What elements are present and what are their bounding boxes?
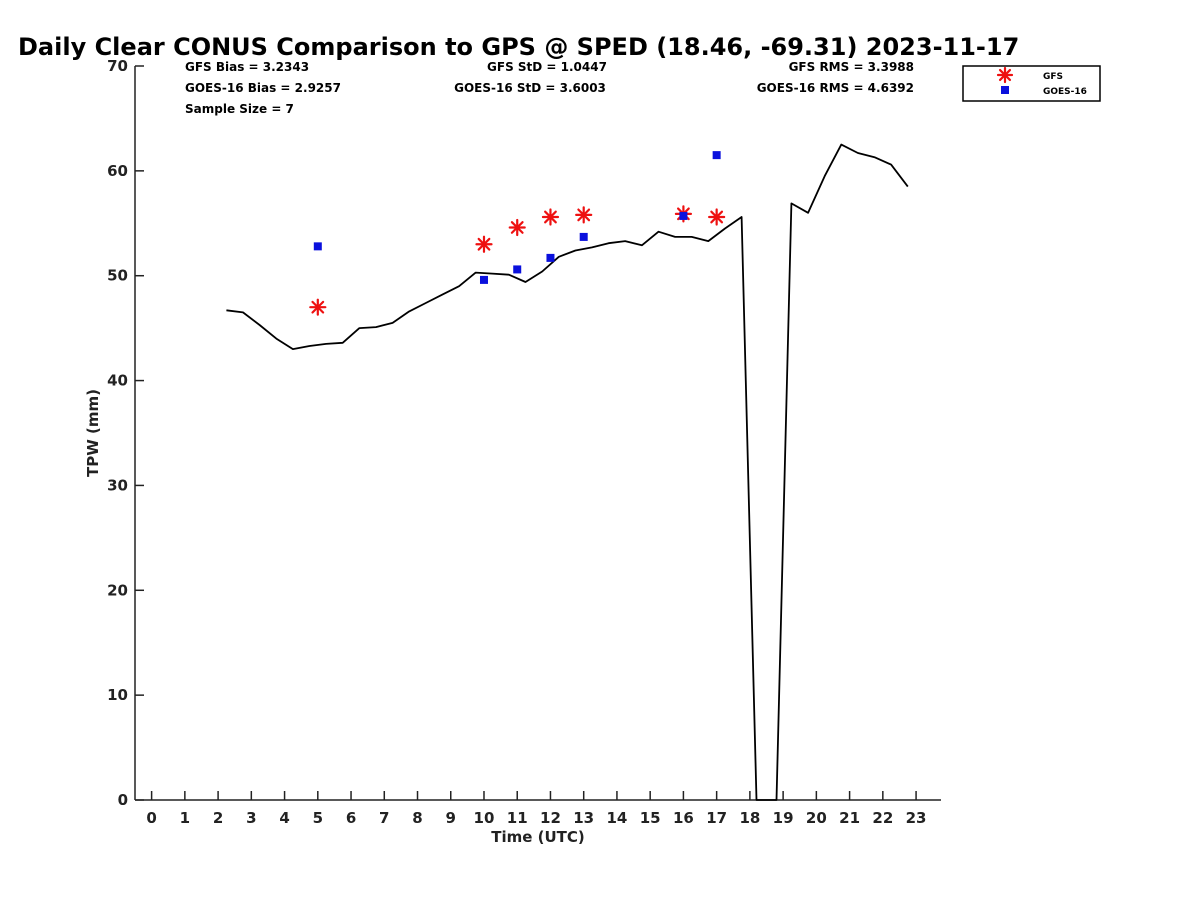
legend-box [962,65,1101,102]
goes-bias-text: GOES-16 Bias = 2.9257 [185,81,341,95]
x-tick-label: 7 [379,809,389,827]
x-tick-label: 17 [706,809,727,827]
x-ticks: 0 1 2 3 4 5 6 7 8 9 10 11 12 13 14 15 16 17 18 19 20 21 22 23 [146,791,927,827]
sample-size-text: Sample Size = 7 [185,102,294,116]
x-tick-label: 9 [446,809,456,827]
x-tick-label: 1 [180,809,190,827]
legend-goes-marker [1001,86,1009,94]
x-tick-label: 3 [246,809,256,827]
gfs-point [575,206,593,224]
y-tick-label: 20 [107,581,128,599]
goes-point [712,151,721,160]
goes-point [513,265,522,274]
y-tick-label: 30 [107,476,128,494]
gfs-std-text: GFS StD = 1.0447 [487,60,607,74]
x-tick-label: 19 [773,809,794,827]
x-tick-label: 21 [839,809,860,827]
x-tick-label: 18 [739,809,760,827]
goes-point [313,242,322,251]
x-tick-label: 4 [279,809,289,827]
x-tick-label: 13 [573,809,594,827]
legend-goes-label: GOES-16 [1043,87,1087,97]
x-tick-label: 16 [673,809,694,827]
x-tick-label: 0 [146,809,156,827]
gfs-point [508,218,526,237]
x-axis-label: Time (UTC) [491,828,585,846]
y-tick-label: 0 [118,791,128,809]
x-tick-label: 10 [474,809,495,827]
goes-point [479,275,488,284]
y-axis-label: TPW (mm) [84,389,102,477]
gfs-point [541,208,560,226]
gfs-point [475,235,493,253]
x-tick-label: 12 [540,809,561,827]
goes-point [679,211,688,220]
x-tick-label: 6 [346,809,356,827]
x-tick-label: 8 [412,809,422,827]
gfs-bias-text: GFS Bias = 3.2343 [185,60,309,74]
gps-line [226,143,909,801]
x-tick-label: 15 [640,809,661,827]
legend-gfs-star [996,66,1014,84]
x-tick-label: 5 [313,809,323,827]
y-tick-label: 40 [107,372,128,390]
y-tick-label: 50 [107,267,128,285]
goes-point [546,253,555,262]
y-ticks: 0 10 20 30 40 50 60 70 [107,57,144,809]
legend-gfs-label: GFS [1043,72,1063,82]
goes-point [579,232,588,241]
gfs-rms-text: GFS RMS = 3.3988 [789,60,914,74]
y-tick-label: 60 [107,162,128,180]
x-tick-label: 20 [806,809,827,827]
goes-std-text: GOES-16 StD = 3.6003 [454,81,606,95]
goes-rms-text: GOES-16 RMS = 4.6392 [757,81,914,95]
plot-area [226,143,909,801]
legend: GFS GOES-16 [962,65,1101,102]
x-tick-label: 22 [872,809,893,827]
legend-gfs-marker [996,66,1014,84]
x-tick-label: 11 [507,809,528,827]
y-tick-label: 10 [107,686,128,704]
x-tick-label: 23 [906,809,927,827]
x-tick-label: 2 [213,809,223,827]
chart-title: Daily Clear CONUS Comparison to GPS @ SP… [18,33,1019,61]
gfs-point [309,298,327,316]
gfs-point [708,208,726,226]
y-tick-label: 70 [107,57,128,75]
x-tick-label: 14 [607,809,628,827]
